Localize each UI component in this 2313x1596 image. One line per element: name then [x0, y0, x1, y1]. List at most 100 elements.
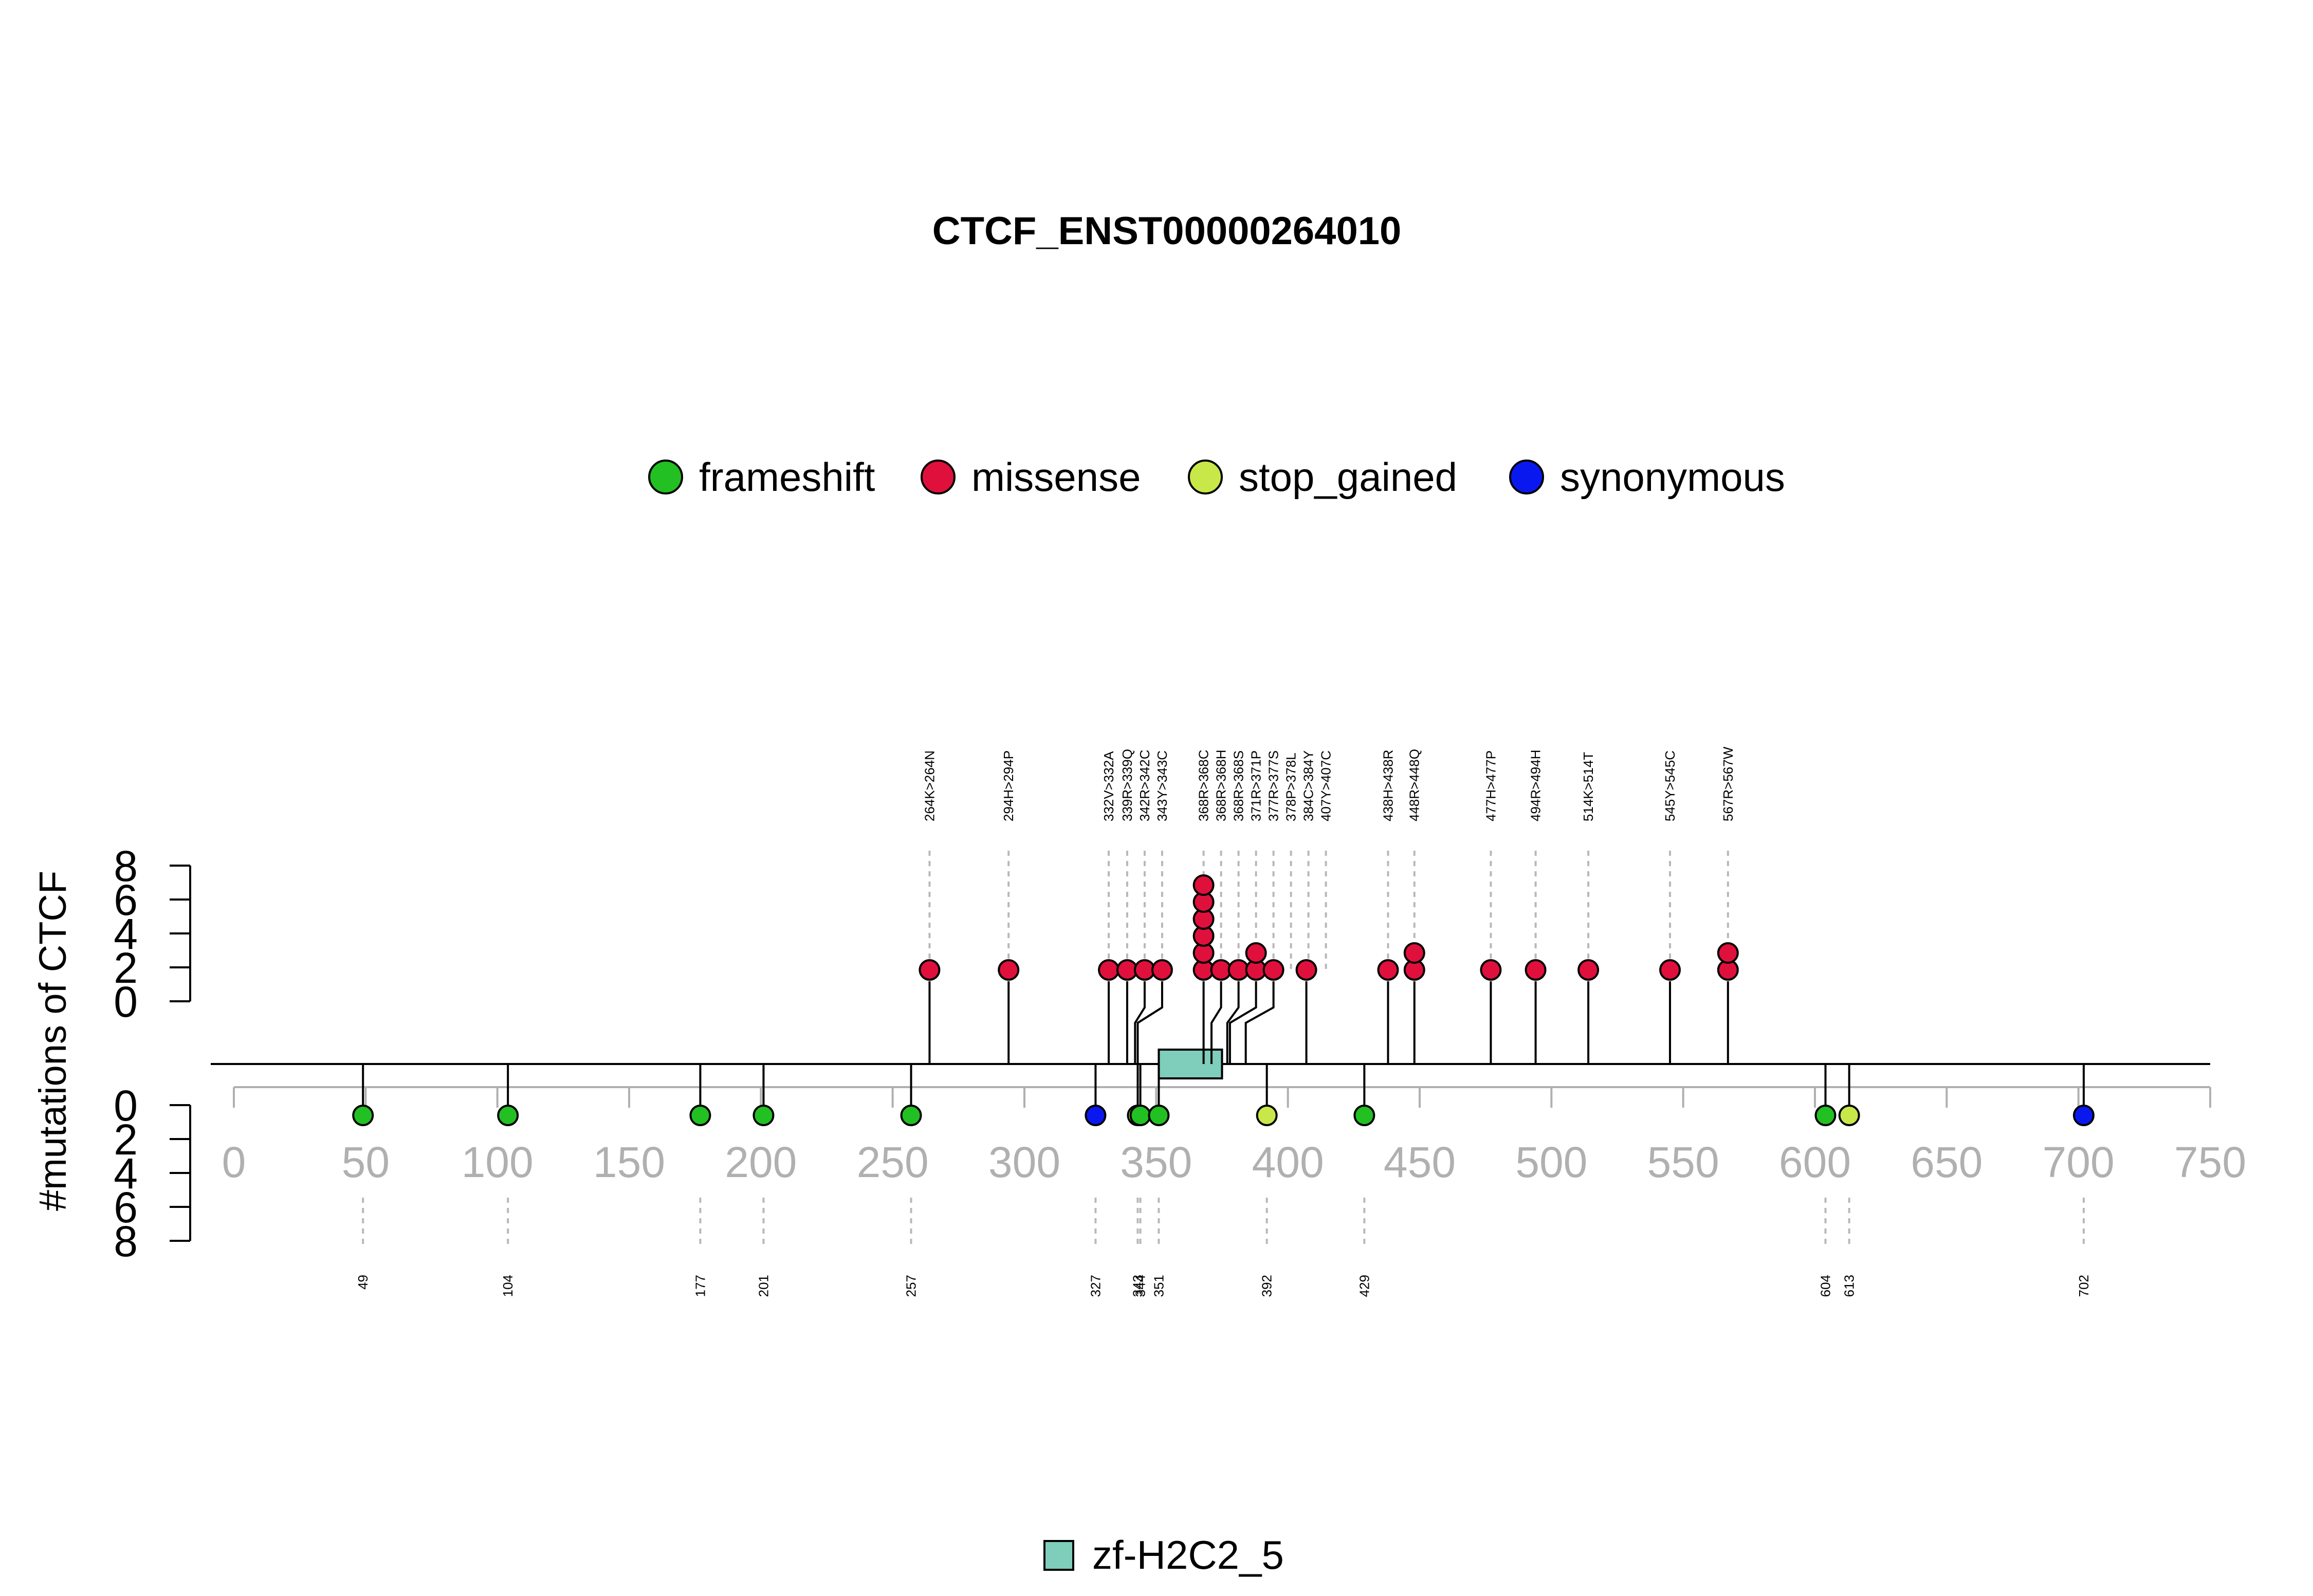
x-tick-label: 50 [342, 1138, 390, 1186]
mutation-position-label: 49 [355, 1275, 371, 1290]
lollipop-head-missense [1525, 959, 1547, 981]
lollipop-head-frameshift [1353, 1105, 1375, 1126]
lollipop-stem [1210, 981, 1222, 1064]
mutation-label: 438H>438R [1380, 750, 1396, 822]
mutation-label: 368R>368C [1196, 750, 1211, 822]
y-tick-label-top: 8 [114, 842, 138, 890]
legend-item-stop_gained: stop_gained [1188, 454, 1457, 500]
x-tick-label: 550 [1647, 1138, 1719, 1186]
mutation-position-label: 604 [1818, 1275, 1833, 1297]
mutation-position-label: 702 [2076, 1275, 2091, 1297]
lollipop-head-frameshift [1129, 1105, 1151, 1126]
mutation-position-label: 429 [1356, 1275, 1372, 1297]
lollipop-head-frameshift [497, 1105, 519, 1126]
mutation-label: 294H>294P [1001, 750, 1016, 821]
legend-label: missense [971, 454, 1141, 500]
mutation-label: 264K>264N [922, 750, 937, 821]
lollipop-head-missense [1192, 874, 1215, 896]
lollipop-head-frameshift [689, 1105, 711, 1126]
mutation-position-label: 257 [904, 1275, 919, 1297]
y-tick-label-top: 6 [114, 876, 138, 924]
lollipop-head-frameshift [1148, 1105, 1170, 1126]
x-tick-label: 650 [1911, 1138, 1982, 1186]
lollipop-head-frameshift [900, 1105, 922, 1126]
mutation-label: 384C>384Y [1301, 750, 1316, 821]
mutation-label: 494R>494H [1528, 750, 1544, 822]
y-tick-label-bottom: 4 [114, 1149, 138, 1198]
lollipop-head-frameshift [752, 1105, 775, 1126]
lollipop-head-missense [1659, 959, 1681, 981]
mutation-position-label: 343 [1130, 1275, 1145, 1297]
lollipop-head-stop_gained [1256, 1105, 1278, 1126]
mutation-label: 514K>514T [1581, 752, 1596, 821]
lollipop-head-missense [919, 959, 941, 981]
legend-marker [648, 460, 683, 494]
y-tick-label-top: 2 [114, 944, 138, 992]
mutation-label: 407Y>407C [1318, 750, 1334, 821]
x-tick-label: 150 [593, 1138, 665, 1186]
y-tick-label-bottom: 0 [114, 1081, 138, 1130]
lollipop-stem [1244, 981, 1275, 1064]
legend-label: frameshift [699, 454, 875, 500]
lollipop-head-frameshift [1814, 1105, 1837, 1126]
lollipop-head-missense [1717, 942, 1739, 964]
mutation-position-label: 201 [756, 1275, 771, 1297]
mutation-label: 368R>368S [1231, 750, 1246, 821]
x-tick-label: 600 [1779, 1138, 1851, 1186]
x-tick-label: 300 [988, 1138, 1060, 1186]
x-tick-label: 0 [222, 1138, 246, 1186]
y-axis-label: #mutations of CTCF [31, 871, 74, 1211]
x-tick-label: 350 [1120, 1138, 1192, 1186]
x-tick-label: 250 [857, 1138, 929, 1186]
mutation-label: 377R>377S [1266, 750, 1281, 821]
top-lollipops: 264K>264N 294H>294P 332V>332A 339R>339Q 342R… [919, 746, 1739, 1064]
lollipop-head-frameshift [352, 1105, 374, 1126]
legend-label: synonymous [1560, 454, 1785, 500]
mutation-position-label: 392 [1259, 1275, 1275, 1297]
mutation-position-label: 104 [500, 1275, 516, 1297]
domain-legend: zf-H2C2_5 [1043, 1532, 1284, 1577]
legend-item-frameshift: frameshift [648, 454, 875, 500]
mutation-position-label: 344 [1133, 1275, 1148, 1297]
y-tick-label-top: 4 [114, 910, 138, 958]
legend-marker [1509, 460, 1544, 494]
mutation-label: 339R>339Q [1119, 749, 1135, 821]
mutation-label: 567R>567W [1720, 746, 1736, 821]
axes: 0 50 100 150 200 250 300 350 400 450 500 550 600 650 7… [114, 842, 2246, 1265]
lollipop-head-synonymous [1085, 1105, 1107, 1126]
x-tick-label: 200 [725, 1138, 797, 1186]
y-tick-label-top: 0 [114, 978, 138, 1026]
mutation-label: 368R>368H [1214, 750, 1229, 822]
lollipop-head-missense [1480, 959, 1502, 981]
lollipop-head-missense [1377, 959, 1399, 981]
mutation-label: 378P>378L [1283, 753, 1299, 821]
lollipop-stem [1134, 981, 1146, 1064]
y-tick-label-bottom: 6 [114, 1183, 138, 1232]
mutation-label: 448R>448Q [1407, 749, 1422, 821]
mutation-label: 477H>477P [1483, 750, 1498, 821]
legend-marker [921, 460, 956, 494]
chart-title: CTCF_ENST00000264010 [932, 209, 1402, 253]
legend-item-synonymous: synonymous [1509, 454, 1785, 500]
mutation-position-label: 177 [692, 1275, 708, 1297]
x-tick-label: 100 [462, 1138, 534, 1186]
lollipop-head-stop_gained [1838, 1105, 1860, 1126]
legend-top: frameshift missense stop_gained synonymous [648, 454, 1785, 500]
mutation-position-label: 351 [1151, 1275, 1166, 1297]
x-tick-label: 750 [2174, 1138, 2246, 1186]
mutation-label: 371R>371P [1249, 750, 1264, 821]
mutation-label: 545Y>545C [1662, 750, 1678, 821]
x-tick-label: 450 [1384, 1138, 1456, 1186]
lollipop-head-missense [1262, 959, 1284, 981]
lollipop-head-missense [1295, 959, 1317, 981]
legend-item-missense: missense [921, 454, 1141, 500]
domain-rect [1158, 1049, 1223, 1079]
legend-marker [1188, 460, 1223, 494]
lollipop-stem [1228, 981, 1257, 1064]
x-tick-label: 700 [2043, 1138, 2115, 1186]
lollipop-head-missense [998, 959, 1020, 981]
lollipop-stem [1226, 981, 1240, 1064]
mutation-label: 343Y>343C [1154, 750, 1170, 821]
